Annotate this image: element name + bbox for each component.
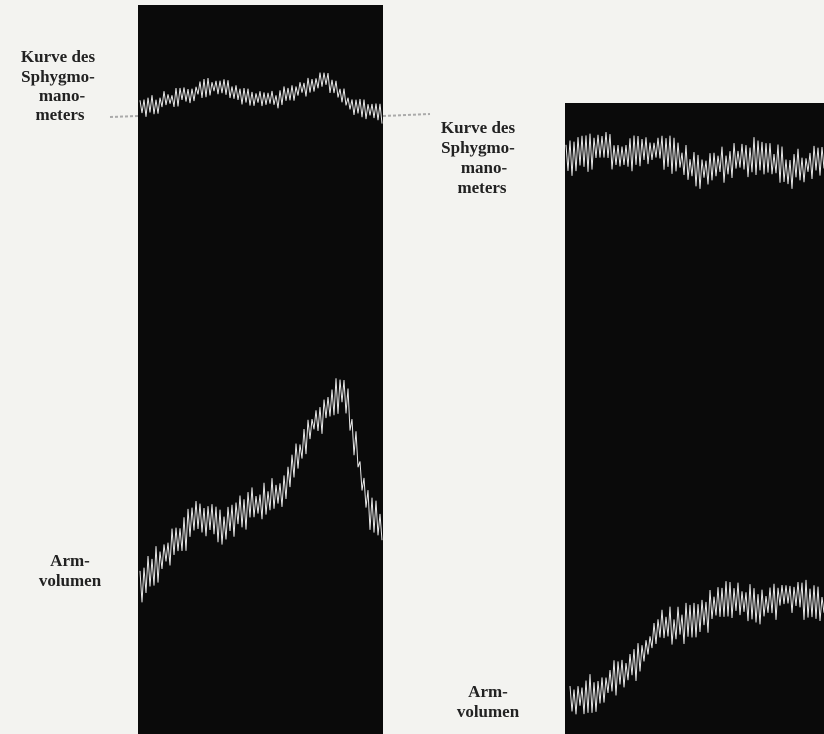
label-line: volumen (39, 571, 102, 590)
label-line: Kurve des (441, 118, 516, 137)
left-recording (138, 5, 383, 734)
trace (569, 579, 824, 715)
label-line: Arm- (50, 551, 90, 570)
trace (565, 132, 824, 189)
label-line: Sphygmo- (21, 67, 95, 86)
label-line: volumen (457, 702, 520, 721)
label-line: mano- (39, 86, 86, 105)
label-line: meters (35, 105, 84, 124)
label-line: meters (457, 178, 506, 197)
label-line: Sphygmo- (441, 138, 515, 157)
label-line: Kurve des (21, 47, 96, 66)
right-recording (565, 103, 824, 734)
baseline-mark (382, 113, 431, 117)
label-line: mano- (461, 158, 508, 177)
trace (139, 378, 383, 603)
trace (139, 72, 383, 124)
label-line: Arm- (468, 682, 508, 701)
